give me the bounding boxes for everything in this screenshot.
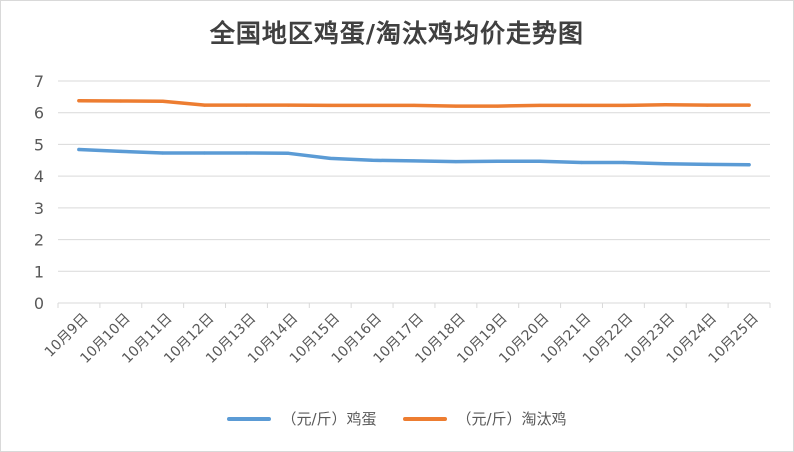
data-point — [538, 159, 542, 163]
legend-item-0: （元/斤）鸡蛋 — [227, 408, 377, 429]
data-point — [621, 103, 626, 108]
data-point — [412, 103, 416, 108]
data-point — [454, 159, 458, 164]
y-tick-label: 2 — [34, 231, 44, 250]
data-point — [412, 159, 416, 163]
gridlines — [58, 80, 770, 304]
data-point — [370, 103, 374, 108]
data-point — [496, 104, 500, 108]
y-tick-label: 6 — [34, 104, 44, 123]
data-point — [202, 103, 207, 107]
data-point — [119, 99, 123, 103]
data-point — [286, 151, 290, 155]
data-point — [77, 99, 81, 103]
data-point — [161, 99, 165, 103]
legend-label: （元/斤）鸡蛋 — [281, 410, 377, 428]
series-lines — [77, 98, 751, 167]
data-point — [244, 151, 249, 155]
data-point — [538, 103, 542, 108]
data-point — [621, 160, 626, 165]
data-point — [705, 103, 709, 107]
data-point — [496, 159, 500, 163]
y-tick-label: 0 — [34, 294, 44, 313]
data-point — [119, 149, 123, 154]
data-point — [286, 103, 290, 107]
data-point — [747, 103, 751, 107]
data-point — [328, 103, 332, 108]
legend-item-1: （元/斤）淘汰鸡 — [402, 408, 567, 429]
data-point — [454, 104, 458, 108]
y-tick-label: 1 — [34, 262, 44, 281]
x-axis: 10月9日10月10日10月11日10月12日10月13日10月14日10月15… — [42, 303, 771, 367]
legend-swatch — [402, 416, 447, 421]
data-point — [579, 103, 584, 108]
y-tick-label: 4 — [34, 167, 44, 186]
data-point — [328, 156, 332, 160]
data-point — [663, 162, 667, 166]
legend: （元/斤）鸡蛋 （元/斤）淘汰鸡 — [0, 408, 794, 429]
data-point — [244, 103, 249, 107]
data-point — [77, 147, 81, 152]
data-point — [747, 163, 751, 167]
data-point — [370, 158, 374, 162]
y-tick-label: 5 — [34, 135, 44, 154]
chart-title: 全国地区鸡蛋/淘汰鸡均价走势图 — [209, 19, 585, 48]
y-tick-label: 3 — [34, 199, 44, 218]
data-point — [161, 151, 165, 155]
data-point — [579, 160, 584, 165]
legend-label: （元/斤）淘汰鸡 — [456, 410, 567, 428]
legend-swatch — [227, 416, 272, 421]
y-tick-label: 7 — [34, 72, 44, 91]
data-point — [202, 151, 207, 155]
data-point — [663, 103, 667, 107]
data-point — [705, 162, 709, 167]
y-axis: 0 1 2 3 4 5 6 7 — [34, 72, 44, 313]
